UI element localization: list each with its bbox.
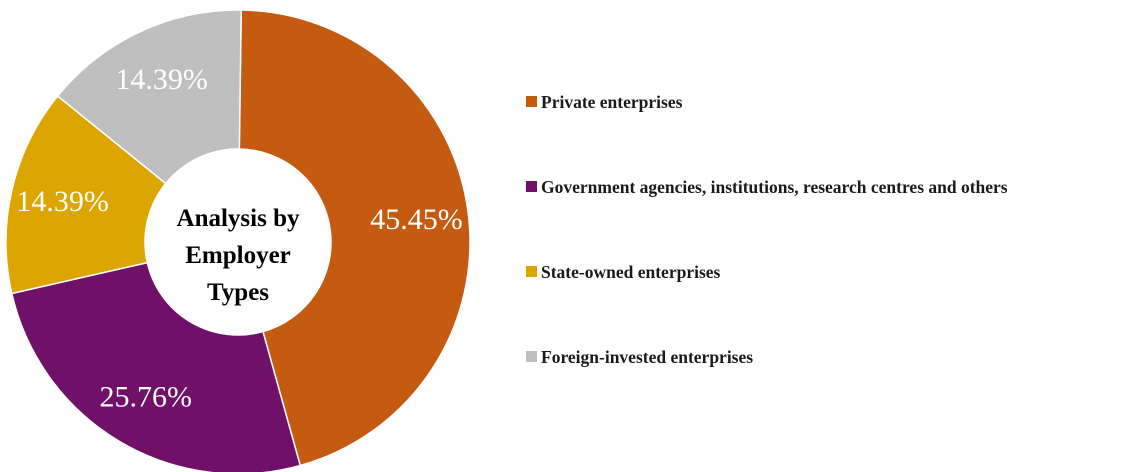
legend-item-0: Private enterprises xyxy=(526,92,683,112)
legend-swatch-3 xyxy=(526,351,537,362)
slice-data-label-3: 14.39% xyxy=(115,63,208,96)
legend-item-3: Foreign-invested enterprises xyxy=(526,347,753,367)
legend-swatch-0 xyxy=(526,96,537,107)
center-title-line-3: Types xyxy=(207,279,269,306)
legend-item-1: Government agencies, institutions, resea… xyxy=(526,177,1008,197)
legend-label-1: Government agencies, institutions, resea… xyxy=(541,177,1008,197)
donut-slices xyxy=(6,10,470,472)
legend-label-0: Private enterprises xyxy=(541,92,683,112)
legend-label-3: Foreign-invested enterprises xyxy=(541,347,753,367)
legend-swatch-2 xyxy=(526,266,537,277)
slice-data-label-1: 25.76% xyxy=(100,381,193,414)
legend-item-2: State-owned enterprises xyxy=(526,262,721,282)
center-title-line-1: Analysis by xyxy=(177,205,300,232)
chart-center-title: Analysis by Employer Types xyxy=(177,205,300,306)
slice-data-label-2: 14.39% xyxy=(16,185,109,218)
legend-label-2: State-owned enterprises xyxy=(541,262,721,282)
center-title-line-2: Employer xyxy=(185,242,291,269)
chart-legend: Private enterprises Government agencies, … xyxy=(526,92,1008,367)
slice-data-label-0: 45.45% xyxy=(370,203,463,236)
legend-swatch-1 xyxy=(526,181,537,192)
